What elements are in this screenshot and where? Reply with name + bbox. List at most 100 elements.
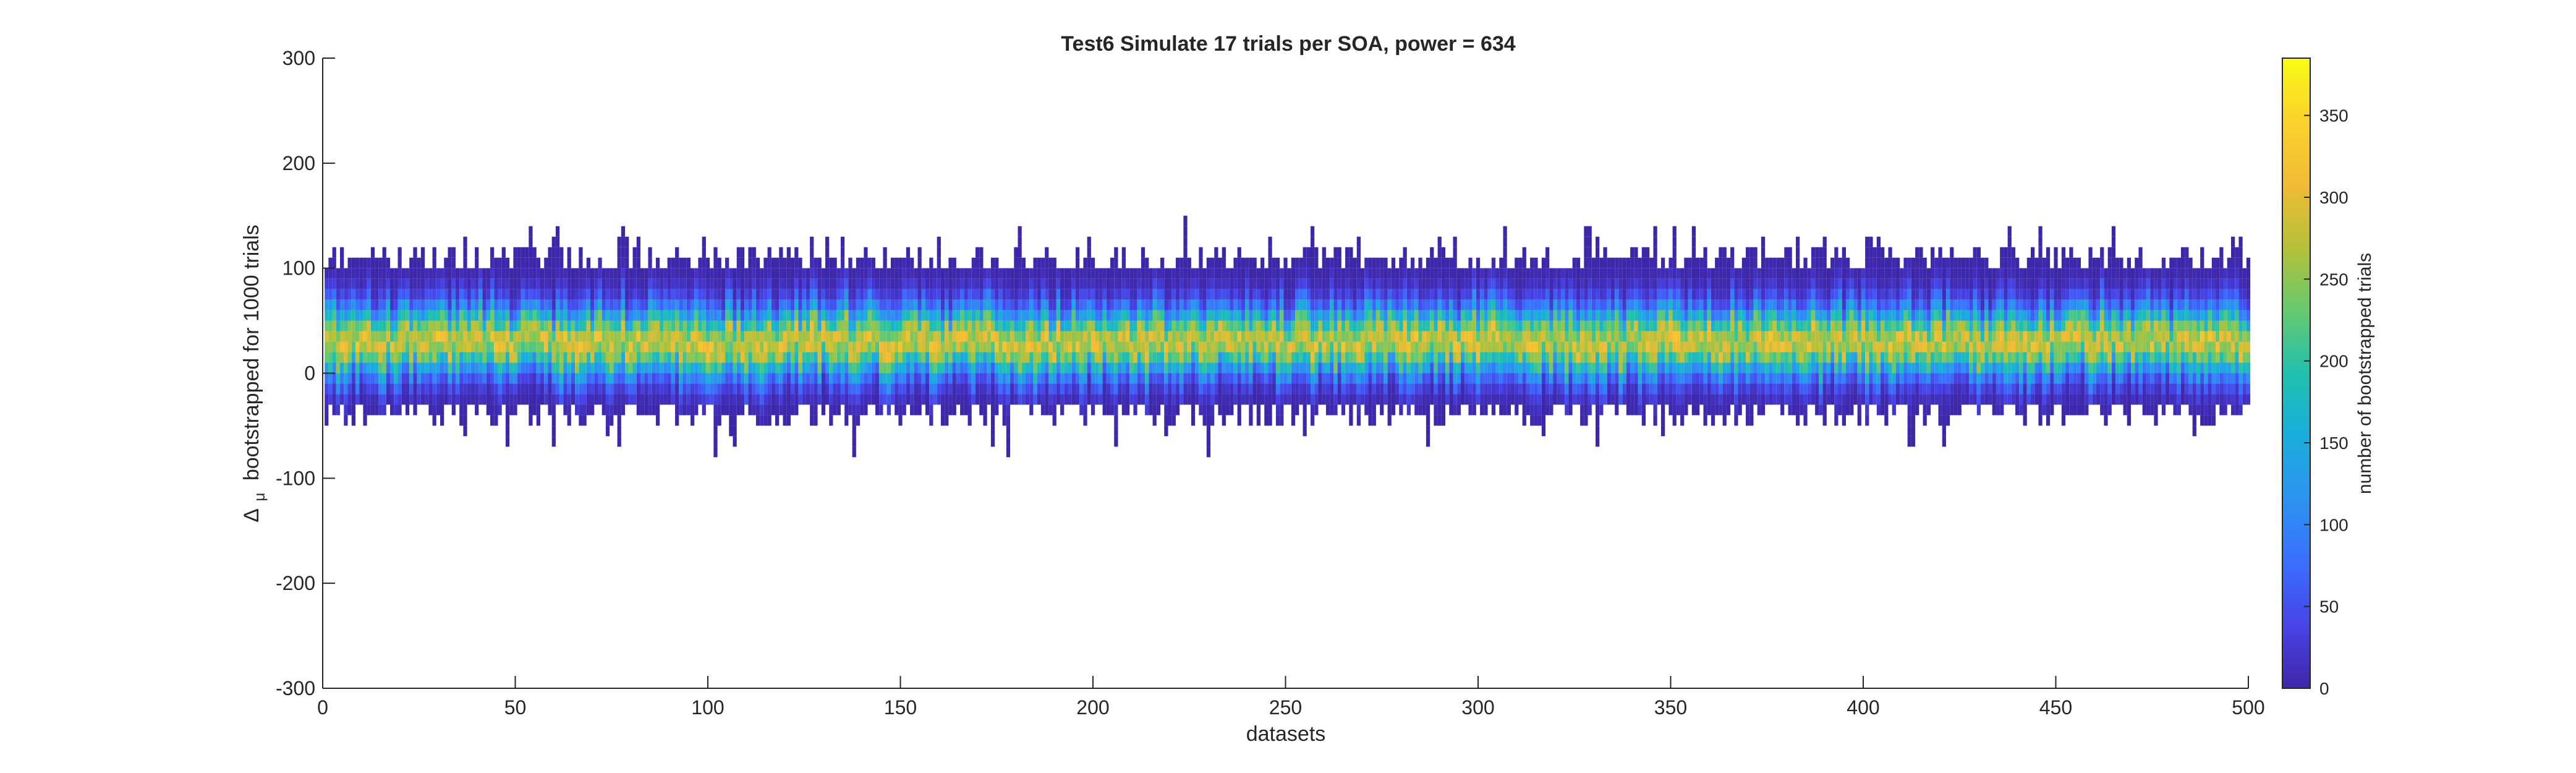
heatmap-cell [1202, 310, 1207, 321]
heatmap-cell [590, 268, 595, 279]
heatmap-cell [1449, 394, 1453, 405]
heatmap-cell [1099, 278, 1103, 289]
heatmap-cell [1441, 394, 1446, 405]
heatmap-cell [1603, 247, 1607, 258]
heatmap-cell [513, 268, 517, 279]
heatmap-cell [736, 394, 741, 405]
heatmap-cell [1545, 299, 1550, 310]
heatmap-cell [340, 341, 344, 352]
heatmap-cell [1040, 373, 1045, 384]
heatmap-cell [555, 362, 560, 374]
heatmap-cell [717, 320, 721, 331]
heatmap-cell [1241, 394, 1246, 405]
heatmap-cell [1110, 341, 1115, 352]
heatmap-cell [1349, 341, 1353, 352]
heatmap-cell [575, 352, 579, 363]
heatmap-cell [1588, 247, 1592, 258]
heatmap-cell [1545, 341, 1550, 352]
heatmap-cell [990, 278, 995, 289]
heatmap-cell [763, 341, 768, 352]
heatmap-cell [967, 341, 972, 352]
heatmap-cell [875, 278, 880, 289]
heatmap-cell [902, 257, 906, 268]
heatmap-cell [1572, 257, 1576, 268]
heatmap-cell [1037, 331, 1041, 342]
heatmap-cell [632, 352, 637, 363]
heatmap-cell [786, 299, 791, 310]
heatmap-cell [879, 268, 883, 279]
heatmap-cell [686, 331, 691, 342]
heatmap-cell [1006, 320, 1011, 331]
heatmap-cell [833, 331, 837, 342]
heatmap-cell [1202, 415, 1207, 426]
heatmap-cell [1210, 383, 1215, 395]
heatmap-cell [956, 394, 961, 405]
heatmap-cell [575, 268, 579, 279]
heatmap-cell [1434, 415, 1438, 426]
heatmap-cell [1045, 320, 1049, 331]
heatmap-cell [1565, 341, 1569, 352]
heatmap-cell [883, 383, 887, 395]
heatmap-cell [995, 268, 999, 279]
heatmap-cell [952, 404, 956, 416]
heatmap-cell [1095, 331, 1099, 342]
heatmap-cell [1048, 278, 1053, 289]
heatmap-cell [582, 352, 587, 363]
heatmap-cell [1110, 352, 1115, 363]
heatmap-cell [1572, 383, 1576, 395]
heatmap-cell [397, 341, 402, 352]
heatmap-cell [940, 415, 945, 426]
heatmap-cell [1364, 352, 1369, 363]
heatmap-cell [1545, 278, 1550, 289]
heatmap-cell [755, 362, 760, 374]
heatmap-cell [752, 341, 756, 352]
heatmap-cell [1295, 268, 1299, 279]
heatmap-cell [817, 373, 822, 384]
heatmap-cell [860, 299, 864, 310]
heatmap-cell [394, 289, 398, 300]
heatmap-cell [1052, 383, 1056, 395]
heatmap-cell [952, 310, 956, 321]
heatmap-cell [1395, 310, 1400, 321]
heatmap-cell [613, 310, 618, 321]
heatmap-cell [767, 341, 772, 352]
heatmap-cell [1441, 362, 1446, 374]
heatmap-cell [494, 257, 498, 268]
heatmap-cell [451, 341, 456, 352]
heatmap-cell [536, 310, 540, 321]
heatmap-cell [655, 320, 660, 331]
heatmap-cell [1075, 268, 1080, 279]
heatmap-cell [960, 331, 964, 342]
heatmap-cell [852, 394, 856, 405]
heatmap-cell [1568, 362, 1573, 374]
heatmap-cell [775, 394, 780, 405]
heatmap-cell [1056, 394, 1061, 405]
heatmap-cell [995, 362, 999, 374]
heatmap-cell [775, 404, 780, 416]
heatmap-cell [397, 310, 402, 321]
heatmap-cell [694, 331, 699, 342]
heatmap-cell [1530, 289, 1534, 300]
heatmap-cell [1006, 268, 1011, 279]
heatmap-cell [1137, 289, 1141, 300]
heatmap-cell [1021, 373, 1026, 384]
heatmap-cell [733, 320, 737, 331]
heatmap-cell [1580, 352, 1584, 363]
heatmap-cell [833, 289, 837, 300]
heatmap-cell [548, 352, 552, 363]
heatmap-cell [1106, 394, 1111, 405]
heatmap-cell [494, 278, 498, 289]
heatmap-cell [413, 341, 417, 352]
heatmap-cell [956, 331, 961, 342]
heatmap-cell [1406, 278, 1411, 289]
heatmap-cell [1545, 362, 1550, 374]
heatmap-cell [790, 257, 795, 268]
heatmap-cell [601, 320, 606, 331]
heatmap-cell [1403, 383, 1407, 395]
heatmap-cell [1460, 331, 1465, 342]
heatmap-cell [821, 352, 826, 363]
heatmap-cell [648, 310, 652, 321]
heatmap-cell [1384, 320, 1388, 331]
heatmap-cell [921, 341, 925, 352]
heatmap-cell [871, 331, 876, 342]
